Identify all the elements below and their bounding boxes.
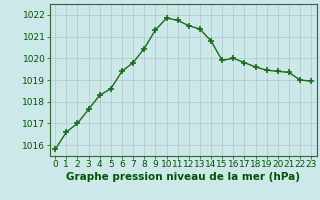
X-axis label: Graphe pression niveau de la mer (hPa): Graphe pression niveau de la mer (hPa): [66, 172, 300, 182]
